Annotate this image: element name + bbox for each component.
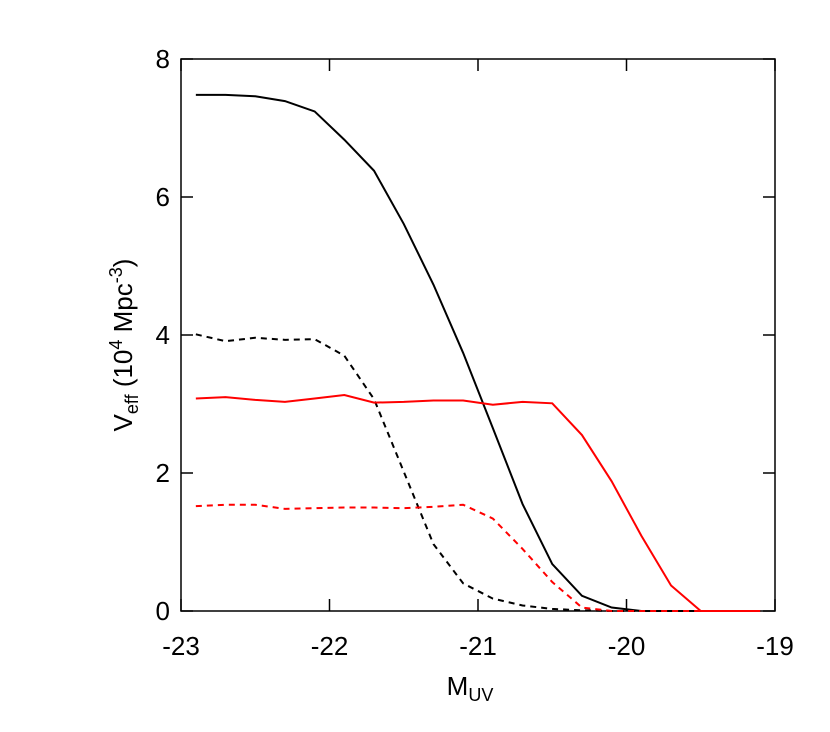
series-line <box>195 503 761 612</box>
y-tick-label: 0 <box>156 596 170 626</box>
y-label-part: (10 <box>108 350 138 395</box>
y-label-part: Mpc <box>108 283 138 339</box>
y-tick-label: 6 <box>156 182 170 212</box>
y-tick-label: 8 <box>156 44 170 74</box>
series-line <box>195 394 761 612</box>
y-label-part: -3 <box>106 267 126 283</box>
y-axis-label: Veff (104 Mpc-3) <box>106 259 142 432</box>
series-line <box>195 93 761 612</box>
y-label-part: eff <box>122 393 142 414</box>
x-axis-label: MUV <box>447 671 494 705</box>
x-label-part: UV <box>468 685 493 705</box>
y-label-part: 4 <box>106 340 126 350</box>
x-tick-label: -23 <box>162 631 200 661</box>
x-label-part: M <box>447 671 469 701</box>
x-tick-label: -22 <box>311 631 349 661</box>
x-tick-label: -19 <box>756 631 794 661</box>
y-tick-label: 2 <box>156 458 170 488</box>
x-tick-label: -21 <box>459 631 497 661</box>
x-tick-label: -20 <box>608 631 646 661</box>
series-line <box>195 333 761 612</box>
y-label-part: ) <box>108 259 138 268</box>
y-label-part: V <box>108 413 138 431</box>
plot-frame <box>180 58 776 612</box>
y-tick-label: 4 <box>156 320 170 350</box>
